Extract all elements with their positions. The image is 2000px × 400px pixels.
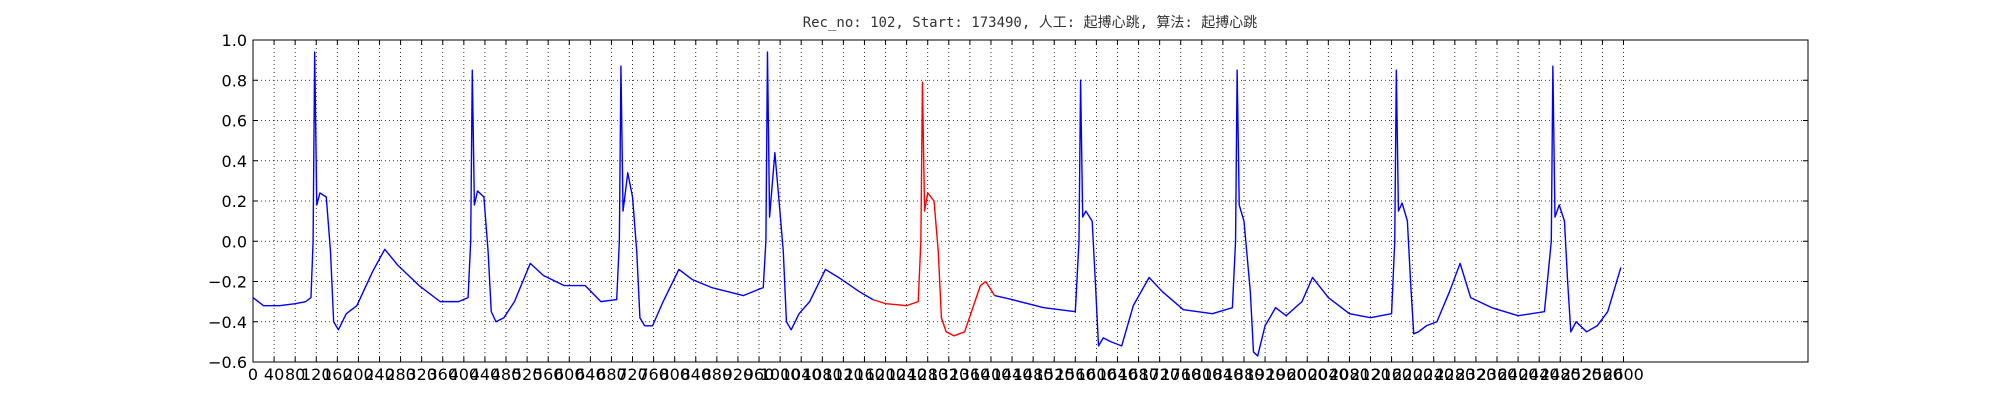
x-tick-label: 920 <box>723 365 754 384</box>
x-tick-label: 880 <box>702 365 733 384</box>
x-tick-label: 160 <box>322 365 353 384</box>
x-tick-label: 1760 <box>1160 365 1201 384</box>
x-tick-label: 2360 <box>1477 365 1518 384</box>
x-tick-label: 840 <box>681 365 712 384</box>
x-tick-label: 320 <box>406 365 437 384</box>
x-tick-label: 1960 <box>1266 365 1307 384</box>
y-tick-label: 0.8 <box>222 71 247 90</box>
x-tick-label: 2400 <box>1498 365 1539 384</box>
plot-frame <box>252 39 1809 363</box>
x-tick-label: 2320 <box>1456 365 1497 384</box>
x-tick-label: 2200 <box>1392 365 1433 384</box>
chart-title: Rec_no: 102, Start: 173490, 人工: 起搏心跳, 算法… <box>803 14 1258 31</box>
x-tick-label: 1200 <box>865 365 906 384</box>
ecg-line <box>994 65 1622 357</box>
x-tick-label: 1840 <box>1203 365 1244 384</box>
x-tick-label: 1160 <box>844 365 885 384</box>
x-tick-label: 480 <box>491 365 522 384</box>
x-tick-label: 2240 <box>1413 365 1454 384</box>
x-tick-label: 200 <box>343 365 374 384</box>
x-tick-label: 240 <box>364 365 395 384</box>
x-tick-label: 1120 <box>823 365 864 384</box>
x-tick-label: 440 <box>470 365 501 384</box>
x-tick-label: 40 <box>264 365 284 384</box>
x-tick-label: 1600 <box>1076 365 1117 384</box>
x-tick-label: 1880 <box>1224 365 1265 384</box>
y-tick-label: 0.4 <box>222 152 247 171</box>
x-tick-label: 560 <box>533 365 564 384</box>
x-tick-label: 680 <box>596 365 627 384</box>
x-tick-label: 1680 <box>1118 365 1159 384</box>
x-tick-label: 2080 <box>1329 365 1370 384</box>
x-tick-label: 2040 <box>1308 365 1349 384</box>
y-tick-label: 0.2 <box>222 192 247 211</box>
ecg-line <box>872 81 996 337</box>
x-tick-label: 1360 <box>950 365 991 384</box>
y-tick-label: 0.6 <box>222 112 247 131</box>
x-tick-label: 80 <box>285 365 305 384</box>
x-tick-label: 2560 <box>1582 365 1623 384</box>
x-tick-label: 1320 <box>928 365 969 384</box>
x-tick-label: 1000 <box>760 365 801 384</box>
x-tick-label: 400 <box>449 365 480 384</box>
x-tick-label: 1560 <box>1055 365 1096 384</box>
x-tick-label: 1800 <box>1181 365 1222 384</box>
ecg-line <box>252 51 874 331</box>
x-tick-label: 280 <box>385 365 416 384</box>
x-tick-label: 2160 <box>1371 365 1412 384</box>
x-tick-label: 720 <box>617 365 648 384</box>
x-tick-label: 1280 <box>907 365 948 384</box>
y-tick-label: −0.4 <box>208 313 247 332</box>
y-tick-label: 0.0 <box>222 232 247 251</box>
y-tick-label: −0.2 <box>208 273 247 292</box>
x-tick-label: 2600 <box>1603 365 1644 384</box>
x-tick-label: 120 <box>301 365 332 384</box>
x-tick-label: 640 <box>575 365 606 384</box>
x-tick-label: 1240 <box>886 365 927 384</box>
x-tick-label: 520 <box>512 365 543 384</box>
x-tick-label: 1520 <box>1034 365 1075 384</box>
x-tick-label: 600 <box>554 365 585 384</box>
x-tick-label: 2120 <box>1350 365 1391 384</box>
x-tick-label: 1480 <box>1013 365 1054 384</box>
x-tick-label: 1640 <box>1097 365 1138 384</box>
x-tick-label: 2280 <box>1434 365 1475 384</box>
y-tick-label: 1.0 <box>222 31 247 50</box>
x-tick-label: 2000 <box>1287 365 1328 384</box>
x-tick-label: 800 <box>659 365 690 384</box>
x-tick-label: 760 <box>638 365 669 384</box>
x-tick-label: 1920 <box>1245 365 1286 384</box>
x-tick-label: 1040 <box>781 365 822 384</box>
x-tick-label: 1440 <box>992 365 1033 384</box>
y-tick-label: −0.6 <box>208 353 247 372</box>
x-tick-label: 2440 <box>1519 365 1560 384</box>
x-tick-label: 1720 <box>1139 365 1180 384</box>
x-tick-label: 2480 <box>1540 365 1581 384</box>
x-tick-label: 360 <box>427 365 458 384</box>
x-tick-label: 1080 <box>802 365 843 384</box>
x-tick-label: 1400 <box>971 365 1012 384</box>
x-tick-label: 0 <box>248 365 258 384</box>
x-tick-label: 960 <box>744 365 775 384</box>
x-tick-label: 2520 <box>1561 365 1602 384</box>
